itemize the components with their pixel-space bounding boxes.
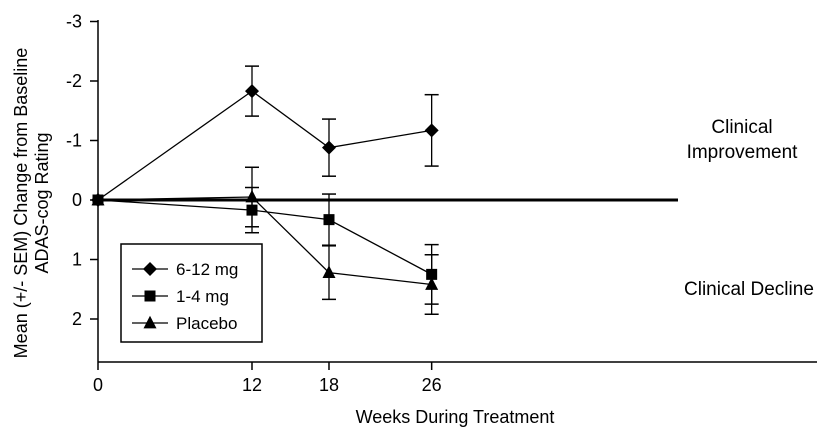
legend: 6-12 mg 1-4 mg Placebo	[120, 243, 263, 343]
data-point	[424, 123, 439, 138]
data-point	[322, 265, 336, 278]
y-tick-label: -1	[66, 131, 82, 151]
data-point	[323, 214, 335, 226]
y-tick-label: -3	[66, 12, 82, 32]
y-axis-title-line-1: Mean (+/- SEM) Change from Baseline	[11, 48, 31, 359]
legend-item-6-12-mg: 6-12 mg	[132, 260, 238, 279]
y-axis-title-line-2: ADAS-cog Rating	[32, 132, 52, 273]
series-6-12-mg	[91, 65, 439, 207]
data-point	[425, 277, 439, 290]
legend-swatch-marker	[143, 315, 157, 329]
legend-label: 6-12 mg	[176, 260, 238, 279]
legend-swatch-marker	[143, 262, 157, 276]
series-line	[97, 196, 432, 286]
x-tick-label: 26	[422, 375, 442, 395]
x-tick-label: 0	[93, 375, 103, 395]
annotation-clinical-improvement-1: Clinical	[711, 117, 772, 138]
legend-label: Placebo	[176, 314, 237, 333]
series-layer	[91, 65, 439, 315]
legend-items: 6-12 mg 1-4 mg Placebo	[132, 260, 238, 333]
y-axis-title: Mean (+/- SEM) Change from Baseline ADAS…	[11, 48, 52, 359]
y-tick-label: -2	[66, 71, 82, 91]
legend-item-placebo: Placebo	[132, 314, 237, 333]
y-tick-label: 2	[72, 309, 82, 329]
y-axis-ticks: -3 -2 -1 0 1 2	[66, 12, 98, 329]
data-point	[321, 140, 336, 155]
x-axis-title: Weeks During Treatment	[356, 407, 555, 427]
x-axis-ticks: 0 12 18 26	[93, 362, 442, 395]
annotation-clinical-improvement-2: Improvement	[687, 142, 799, 163]
y-tick-label: 1	[72, 250, 82, 270]
legend-item-1-4-mg: 1-4 mg	[132, 287, 229, 306]
data-point	[91, 192, 105, 206]
annotation-clinical-decline: Clinical Decline	[684, 279, 814, 300]
data-point	[245, 189, 259, 203]
series-placebo	[91, 166, 439, 315]
data-point	[244, 84, 259, 99]
series-line	[97, 90, 432, 201]
legend-swatch-marker	[144, 290, 156, 302]
series-line	[97, 199, 432, 275]
legend-label: 1-4 mg	[176, 287, 229, 306]
x-tick-label: 18	[319, 375, 339, 395]
x-tick-label: 12	[242, 375, 262, 395]
y-tick-label: 0	[72, 190, 82, 210]
